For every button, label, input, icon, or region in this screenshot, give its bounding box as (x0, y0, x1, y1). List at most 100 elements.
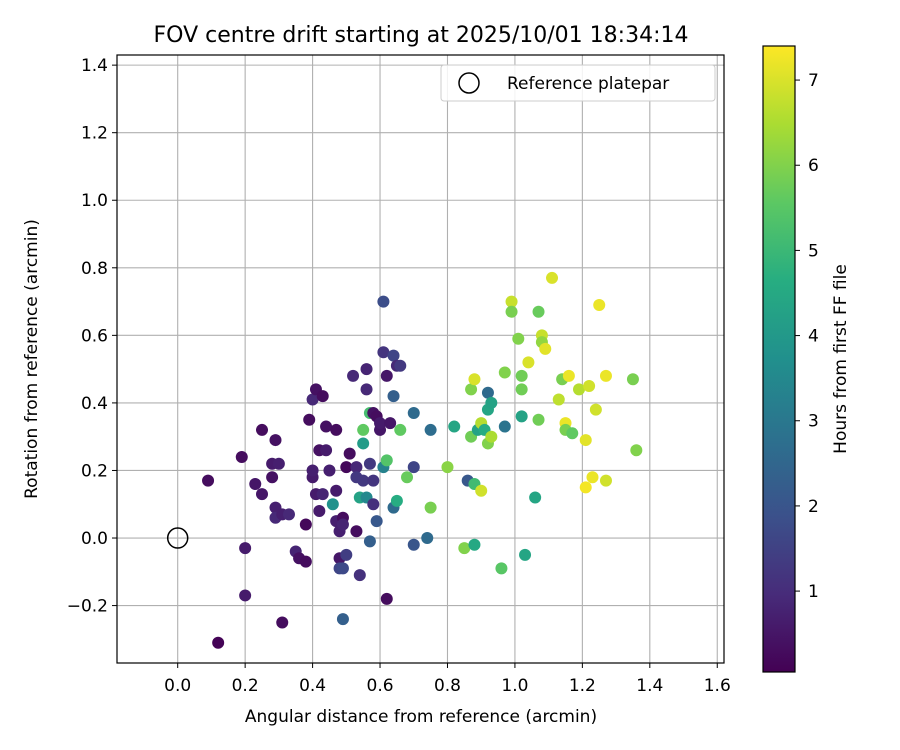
data-point (256, 488, 269, 501)
x-axis-ticks: 0.0 0.2 0.4 0.6 0.8 1.0 1.2 1.4 1.6 (164, 663, 731, 696)
data-point (202, 474, 215, 487)
legend-marker-icon (458, 72, 480, 94)
y-axis-ticks: −0.2 0.0 0.2 0.4 0.6 0.8 1.0 1.2 1.4 (67, 56, 117, 617)
data-point (367, 498, 380, 511)
data-point (485, 396, 498, 409)
x-tick-label: 0.4 (299, 676, 326, 696)
data-point (572, 383, 585, 396)
data-point (367, 474, 380, 487)
data-point (441, 461, 454, 474)
data-point (326, 498, 339, 511)
data-point (589, 403, 602, 416)
data-point (330, 484, 343, 497)
data-point (377, 295, 390, 308)
y-tick-label: 0.0 (81, 529, 108, 549)
data-point (347, 369, 360, 382)
data-point (350, 525, 363, 538)
data-point (532, 413, 545, 426)
data-point (239, 589, 252, 602)
data-point (363, 457, 376, 470)
data-point (390, 494, 403, 507)
colorbar-tick-label: 3 (808, 412, 819, 432)
colorbar-tick-label: 5 (808, 241, 819, 261)
chart-title: FOV centre drift starting at 2025/10/01 … (154, 23, 689, 48)
grid (117, 55, 724, 663)
data-point (363, 535, 376, 548)
data-point (599, 474, 612, 487)
data-point (370, 515, 383, 528)
data-point (515, 410, 528, 423)
data-point (519, 548, 532, 561)
data-point (299, 555, 312, 568)
colorbar-ticks: 1 2 3 4 5 6 7 (795, 71, 819, 602)
data-point (299, 518, 312, 531)
data-point (475, 484, 488, 497)
data-point (546, 271, 559, 284)
data-point (532, 305, 545, 318)
colorbar-tick-label: 7 (808, 71, 819, 91)
data-point (421, 532, 434, 545)
data-point (424, 423, 437, 436)
data-point (269, 434, 282, 447)
data-points (202, 271, 643, 649)
data-point (306, 393, 319, 406)
data-point (512, 332, 525, 345)
colorbar: 1 2 3 4 5 6 7 Hours from first FF file (762, 45, 851, 673)
data-point (380, 369, 393, 382)
data-point (579, 481, 592, 494)
data-point (407, 538, 420, 551)
data-point (282, 508, 295, 521)
data-point (593, 298, 606, 311)
colorbar-tick-label: 2 (808, 497, 819, 517)
data-point (272, 457, 285, 470)
data-point (579, 434, 592, 447)
data-point (340, 548, 353, 561)
colorbar-gradient (762, 45, 796, 673)
data-point (266, 471, 279, 484)
x-tick-label: 1.2 (569, 676, 596, 696)
plot-frame (116, 54, 725, 664)
y-tick-label: 1.2 (81, 124, 108, 144)
data-point (401, 471, 414, 484)
y-tick-label: 1.0 (81, 191, 108, 211)
x-tick-label: 1.6 (704, 676, 731, 696)
data-point (336, 518, 349, 531)
data-point (212, 636, 225, 649)
data-point (256, 423, 269, 436)
data-point (377, 346, 390, 359)
data-point (323, 464, 336, 477)
legend-label: Reference platepar (507, 74, 669, 94)
data-point (387, 390, 400, 403)
data-point (505, 305, 518, 318)
reference-platepar-marker (166, 527, 189, 549)
data-point (394, 359, 407, 372)
data-point (522, 356, 535, 369)
data-point (539, 342, 552, 355)
data-point (313, 505, 326, 517)
data-point (380, 454, 393, 467)
data-point (320, 444, 333, 457)
y-tick-label: −0.2 (67, 597, 108, 617)
data-point (343, 447, 356, 460)
data-point (336, 613, 349, 626)
data-point (394, 423, 407, 436)
y-axis-label: Rotation from reference (arcmin) (22, 219, 42, 499)
data-point (481, 386, 494, 399)
data-point (306, 464, 319, 477)
data-point (468, 538, 481, 551)
data-point (360, 363, 373, 376)
data-point (498, 366, 511, 379)
data-point (239, 542, 252, 555)
data-point (626, 373, 639, 386)
x-tick-label: 0.8 (434, 676, 461, 696)
data-point (465, 383, 478, 396)
data-point (353, 569, 366, 582)
x-tick-label: 0.6 (367, 676, 394, 696)
x-tick-label: 1.0 (501, 676, 528, 696)
data-point (360, 383, 373, 396)
colorbar-tick-label: 4 (808, 327, 819, 347)
data-point (340, 461, 353, 474)
y-tick-label: 0.2 (81, 461, 108, 481)
colorbar-tick-label: 6 (808, 156, 819, 176)
data-point (384, 417, 397, 430)
